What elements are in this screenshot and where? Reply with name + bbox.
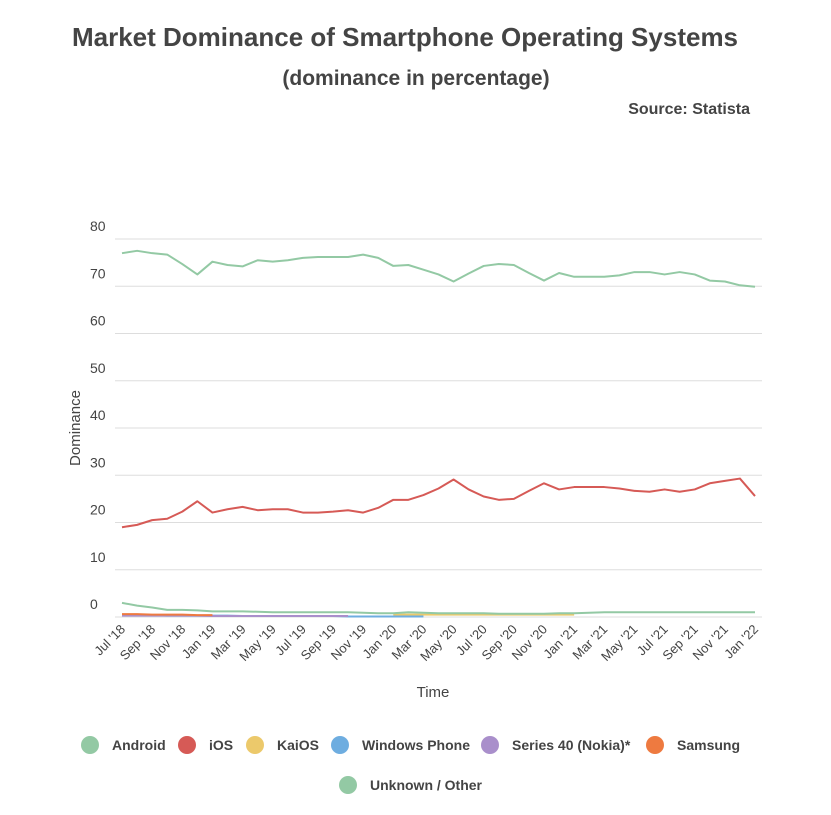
series-line: [121, 249, 756, 288]
legend-marker: [339, 776, 357, 794]
legend-label: Windows Phone: [362, 737, 470, 753]
source: Source: Statista: [628, 101, 750, 118]
y-tick-label: 40: [90, 407, 106, 423]
series-line: [121, 601, 755, 615]
legend-marker: [481, 736, 499, 754]
legend-marker: [331, 736, 349, 754]
legend-label: Unknown / Other: [370, 777, 483, 793]
x-tick-label: Jan '22: [721, 622, 761, 662]
chart-subtitle: (dominance in percentage): [282, 67, 549, 90]
chart-title: Market Dominance of Smartphone Operating…: [72, 22, 738, 52]
series-line: [121, 477, 756, 529]
legend-label: KaiOS: [277, 737, 319, 753]
legend-marker: [178, 736, 196, 754]
legend-marker: [646, 736, 664, 754]
y-tick-label: 10: [90, 549, 106, 565]
y-tick-label: 30: [90, 454, 106, 470]
legend-marker: [246, 736, 264, 754]
y-tick-label: 0: [90, 596, 98, 612]
y-tick-label: 20: [90, 502, 106, 518]
series-line: [122, 613, 213, 617]
y-axis-label: Dominance: [67, 390, 84, 466]
y-tick-label: 60: [90, 313, 106, 329]
y-tick-label: 50: [90, 360, 106, 376]
x-axis-label: Time: [417, 684, 450, 701]
legend-marker: [81, 736, 99, 754]
y-tick-label: 70: [90, 265, 106, 281]
legend-label: Series 40 (Nokia)*: [512, 737, 631, 753]
legend-label: Android: [112, 737, 166, 753]
y-tick-label: 80: [90, 218, 106, 234]
legend-label: iOS: [209, 737, 233, 753]
legend-label: Samsung: [677, 737, 740, 753]
